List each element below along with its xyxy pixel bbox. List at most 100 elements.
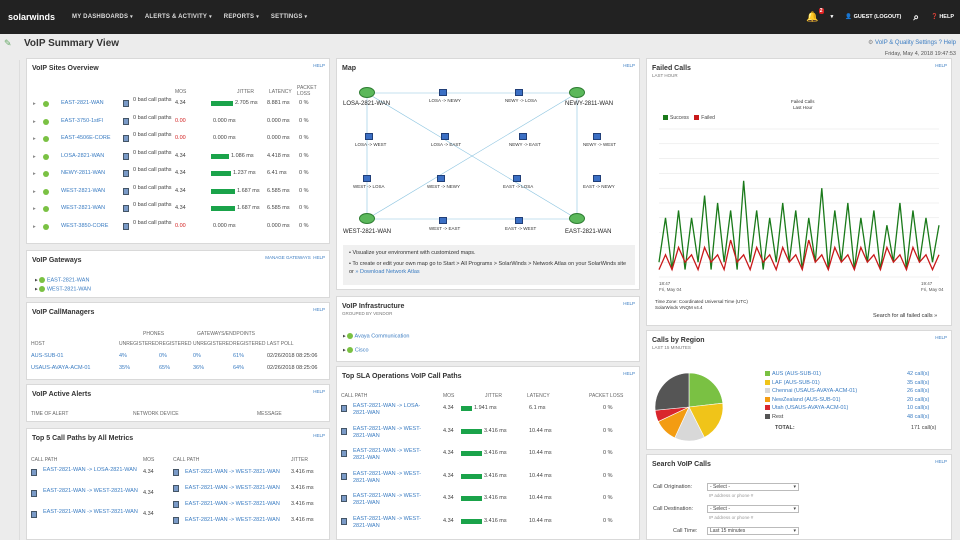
call-path-link[interactable]: EAST-2821-WAN -> LOSA-2821-WAN	[43, 467, 137, 473]
nav-my-dashboards[interactable]: MY DASHBOARDS ▾	[72, 14, 133, 20]
site-row[interactable]: ▸ EAST-2821-WAN 0 bad call paths 4.34 2.705 …	[33, 97, 327, 113]
region-row[interactable]: Chennai (USAUS-AVAYA-ACM-01) 26 call(s)	[765, 388, 949, 394]
expand-arrow-icon[interactable]: ▸	[33, 171, 36, 177]
call-path-row[interactable]: EAST-2821-WAN -> WEST-2821-WAN 3.416 ms	[173, 515, 327, 529]
phone-link-icon[interactable]	[519, 133, 527, 140]
call-path-link[interactable]: EAST-2821-WAN -> WEST-2821-WAN	[353, 448, 422, 461]
region-calls[interactable]: 10 call(s)	[907, 405, 930, 411]
help-link[interactable]: HELP	[935, 335, 947, 340]
site-name[interactable]: EAST-2821-WAN	[61, 100, 104, 106]
phone-link-icon[interactable]	[365, 133, 373, 140]
map-link-label[interactable]: LOSA -> NEWY	[429, 98, 461, 103]
help-link[interactable]: HELP	[313, 389, 325, 394]
site-row[interactable]: ▸ EAST-4506E-CORE 0 bad call paths 0.00 0.00…	[33, 132, 327, 148]
sla-row[interactable]: EAST-2821-WAN -> WEST-2821-WAN 4.34 3.416 …	[341, 493, 637, 513]
site-row[interactable]: ▸ WEST-2821-WAN 0 bad call paths 4.34 1.687 …	[33, 202, 327, 218]
expand-arrow-icon[interactable]: ▸	[33, 118, 36, 125]
site-row[interactable]: ▸ NEWY-2811-WAN 0 bad call paths 4.34 1.237 …	[33, 167, 327, 183]
pie-slice[interactable]	[688, 372, 724, 408]
call-origination-select[interactable]: - Select - ▾	[707, 483, 799, 491]
call-path-row[interactable]: EAST-2821-WAN -> WEST-2821-WAN 3.416 ms	[173, 499, 327, 513]
map-link-label[interactable]: EAST -> LOSA	[503, 184, 534, 189]
sla-row[interactable]: EAST-2821-WAN -> WEST-2821-WAN 4.34 3.416 …	[341, 426, 637, 446]
region-calls[interactable]: 20 call(s)	[907, 396, 930, 403]
call-path-row[interactable]: EAST-2821-WAN -> WEST-2821-WAN 4.34	[31, 488, 167, 508]
call-path-link[interactable]: EAST-2821-WAN -> WEST-2821-WAN	[353, 493, 422, 506]
phone-link-icon[interactable]	[439, 217, 447, 224]
map-link-label[interactable]: WEST -> LOSA	[353, 184, 385, 189]
phone-link-icon[interactable]	[439, 89, 447, 96]
gateway-item[interactable]: ▸ EAST-2821-WAN	[35, 277, 90, 284]
infra-vendor-item[interactable]: ▸ Cisco	[343, 347, 369, 354]
callmanager-row[interactable]: USAUS-AVAYA-ACM-01 35% 65% 36% 64% 02/26…	[31, 365, 318, 371]
site-name[interactable]: NEWY-2811-WAN	[61, 170, 106, 176]
map-link-label[interactable]: NEWY -> WEST	[583, 142, 617, 147]
phone-link-icon[interactable]	[593, 133, 601, 140]
help-link[interactable]: HELP	[935, 459, 947, 464]
nav-alerts-activity[interactable]: ALERTS & ACTIVITY ▾	[144, 14, 212, 20]
site-row[interactable]: ▸ WEST-3850-CORE 0 bad call paths 0.00 0.000…	[33, 220, 327, 236]
router-label[interactable]: NEWY-2811-WAN	[565, 101, 614, 107]
gateway-item[interactable]: ▸ WEST-2821-WAN	[35, 286, 91, 293]
router-icon[interactable]	[569, 213, 585, 224]
phone-link-icon[interactable]	[515, 217, 523, 224]
expand-arrow-icon[interactable]: ▸	[33, 101, 36, 107]
map-link-label[interactable]: LOSA -> WEST	[355, 142, 387, 147]
call-path-link[interactable]: EAST-2821-WAN -> WEST-2821-WAN	[185, 485, 280, 491]
help-link[interactable]: Help	[943, 40, 956, 46]
callmanager-row[interactable]: AUS-SUB-01 4% 0% 0% 61% 02/26/2018 08:25…	[31, 353, 318, 359]
expand-arrow-icon[interactable]: ▸	[33, 223, 36, 230]
map-link-label[interactable]: LOSA -> EAST	[431, 142, 462, 147]
region-row[interactable]: NewZealand (AUS-SUB-01) 20 call(s)	[765, 397, 949, 403]
region-name[interactable]: LAF (AUS-SUB-01)	[772, 379, 820, 386]
site-row[interactable]: ▸ WEST-2821-WAN 0 bad call paths 4.34 1.687 …	[33, 185, 327, 201]
search-icon[interactable]: ⌕	[913, 11, 919, 23]
region-row[interactable]: LAF (AUS-SUB-01) 35 call(s)	[765, 380, 949, 386]
region-name[interactable]: NewZealand (AUS-SUB-01)	[772, 396, 841, 403]
map-link-label[interactable]: WEST -> EAST	[429, 226, 461, 231]
site-name[interactable]: WEST-2821-WAN	[61, 187, 106, 194]
sla-row[interactable]: EAST-2821-WAN -> LOSA-2821-WAN 4.34 1.941 …	[341, 403, 637, 423]
region-row[interactable]: Utah (USAUS-AVAYA-ACM-01) 10 call(s)	[765, 405, 949, 411]
expand-arrow-icon[interactable]: ▸	[33, 188, 36, 195]
phone-link-icon[interactable]	[441, 133, 449, 140]
help-link[interactable]: HELP	[623, 63, 635, 68]
call-path-link[interactable]: EAST-2821-WAN -> WEST-2821-WAN	[185, 501, 280, 507]
manage-gateways-link[interactable]: MANAGE GATEWAYS HELP	[265, 255, 325, 260]
call-path-row[interactable]: EAST-2821-WAN -> LOSA-2821-WAN 4.34	[31, 467, 167, 487]
region-name[interactable]: AUS (AUS-SUB-01)	[772, 371, 821, 377]
region-name[interactable]: Utah (USAUS-AVAYA-ACM-01)	[772, 405, 849, 411]
map-link-label[interactable]: EAST -> NEWY	[583, 184, 615, 189]
region-row[interactable]: AUS (AUS-SUB-01) 42 call(s)	[765, 371, 949, 377]
call-path-row[interactable]: EAST-2821-WAN -> WEST-2821-WAN 4.34	[31, 509, 167, 529]
call-path-link[interactable]: EAST-2821-WAN -> WEST-2821-WAN	[353, 515, 422, 529]
router-icon[interactable]	[359, 213, 375, 224]
call-path-link[interactable]: EAST-2821-WAN -> LOSA-2821-WAN	[353, 403, 421, 416]
region-calls[interactable]: 35 call(s)	[907, 379, 930, 386]
call-destination-select[interactable]: - Select - ▾	[707, 505, 799, 513]
router-icon[interactable]	[359, 87, 375, 98]
download-network-atlas-link[interactable]: » Download Network Atlas	[355, 269, 420, 275]
sla-row[interactable]: EAST-2821-WAN -> WEST-2821-WAN 4.34 3.416 …	[341, 516, 637, 536]
site-name[interactable]: EAST-4506E-CORE	[61, 135, 111, 141]
site-name[interactable]: EAST-3750-1stFl	[61, 117, 103, 124]
region-row[interactable]: Rest 48 call(s)	[765, 414, 949, 420]
sla-row[interactable]: EAST-2821-WAN -> WEST-2821-WAN 4.34 3.416 …	[341, 448, 637, 468]
router-label[interactable]: EAST-2821-WAN	[565, 229, 612, 235]
help-link[interactable]: HELP	[935, 63, 947, 68]
user-menu[interactable]: 👤 GUEST (LOGOUT)	[845, 14, 902, 20]
help-link[interactable]: HELP	[313, 63, 325, 68]
pie-slice[interactable]	[688, 402, 724, 438]
site-row[interactable]: ▸ LOSA-2821-WAN 0 bad call paths 4.34 1.086 …	[33, 150, 327, 166]
nav-settings[interactable]: SETTINGS ▾	[270, 14, 308, 20]
call-path-link[interactable]: EAST-2821-WAN -> WEST-2821-WAN	[353, 425, 422, 439]
infra-vendor-item[interactable]: ▸ Avaya Communication	[343, 333, 410, 340]
voip-quality-settings-link[interactable]: VoIP & Quality Settings	[875, 40, 937, 46]
sla-row[interactable]: EAST-2821-WAN -> WEST-2821-WAN 4.34 3.416 …	[341, 471, 637, 491]
router-label[interactable]: LOSA-2821-WAN	[343, 101, 391, 107]
map-link-label[interactable]: EAST -> WEST	[505, 226, 537, 231]
site-name[interactable]: WEST-2821-WAN	[61, 205, 106, 211]
search-failed-calls-link[interactable]: Search for all failed calls »	[873, 313, 938, 319]
region-name[interactable]: Rest	[772, 413, 784, 420]
call-path-link[interactable]: EAST-2821-WAN -> WEST-2821-WAN	[43, 509, 138, 515]
